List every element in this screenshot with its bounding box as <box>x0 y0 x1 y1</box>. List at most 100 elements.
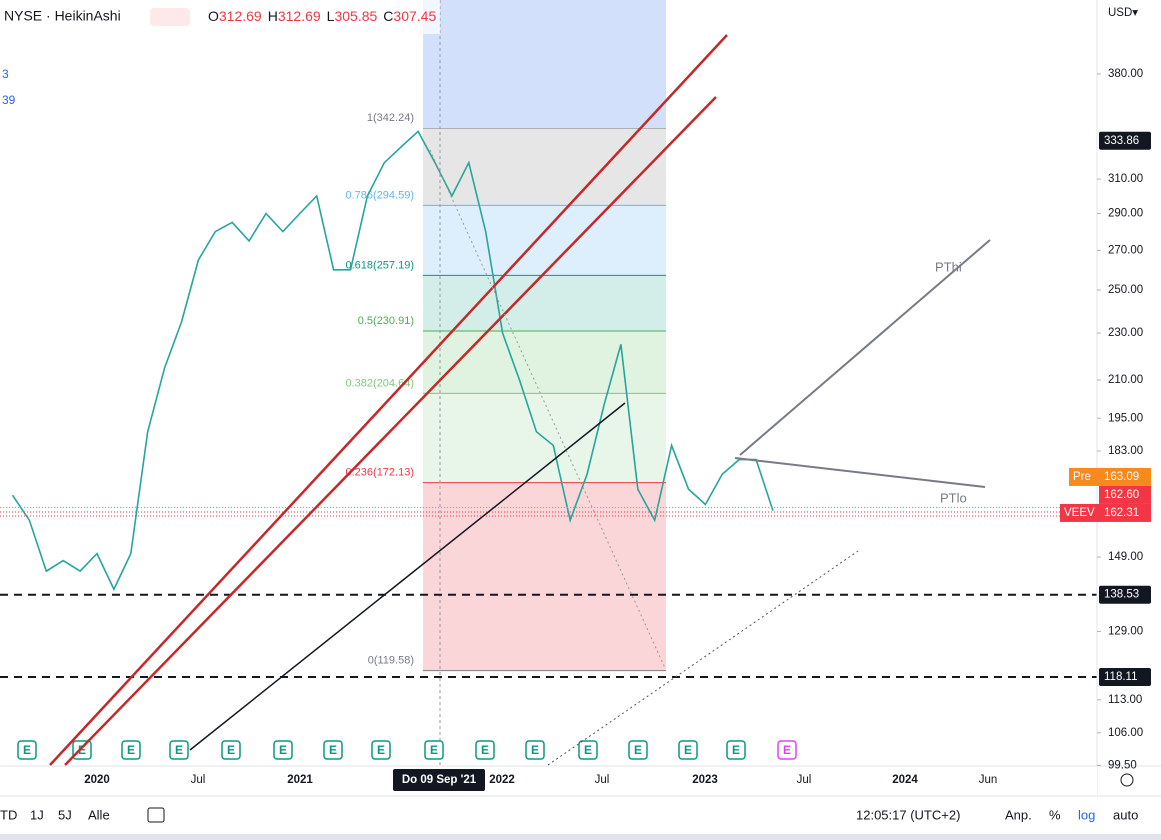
ohlc-label: C <box>383 8 393 24</box>
earnings-label: E <box>783 743 791 757</box>
earnings-marker[interactable] <box>475 740 495 760</box>
ptlo-line <box>734 457 986 488</box>
ohlc: O312.69 H312.69 L305.85 C307.45 <box>208 8 436 24</box>
price-tag <box>1099 131 1151 150</box>
earnings-marker[interactable] <box>525 740 545 760</box>
ohlc-label: L <box>327 8 335 24</box>
range-button[interactable]: Alle <box>88 807 110 822</box>
price-tag <box>1099 485 1151 504</box>
earnings-marker[interactable] <box>578 740 598 760</box>
earnings-marker[interactable] <box>628 740 648 760</box>
earnings-label: E <box>377 743 385 757</box>
fib-bands <box>423 127 666 672</box>
bottom-strip <box>0 834 1161 840</box>
axis-option[interactable]: Anp. <box>1005 807 1032 822</box>
price-tick-label: 270.00 <box>1108 244 1143 256</box>
earnings-label: E <box>175 743 183 757</box>
axis-option[interactable]: % <box>1049 807 1061 822</box>
earnings-marker[interactable] <box>121 740 141 760</box>
fib-band <box>423 331 666 394</box>
time-label: Jun <box>979 774 998 786</box>
time-label: 2021 <box>287 774 313 786</box>
name-tag-label: VEEV <box>1064 507 1095 519</box>
earnings-label: E <box>227 743 235 757</box>
earnings-marker[interactable] <box>371 740 391 760</box>
price-tag-label: 162.31 <box>1104 507 1139 519</box>
earnings-marker[interactable] <box>323 740 343 760</box>
calendar-icon[interactable] <box>147 807 165 823</box>
status-badge[interactable] <box>150 8 190 26</box>
toolbar: TD 1J 5J Alle 12:05:17 (UTC+2) Anp.% log auto <box>0 807 1138 822</box>
price-tick-label: 99.50 <box>1108 759 1137 771</box>
range-button[interactable]: 1J <box>30 807 44 822</box>
time-axis[interactable] <box>0 766 1097 795</box>
ohlc-value: 307.45 <box>393 8 436 24</box>
legend-fragment: 39 <box>2 93 16 107</box>
trend-line <box>49 34 728 766</box>
ohlc-value: 312.69 <box>219 8 262 24</box>
price-tick-label: 230.00 <box>1108 327 1143 339</box>
clock: 12:05:17 (UTC+2) <box>856 807 960 822</box>
earnings-marker[interactable] <box>273 740 293 760</box>
earnings-label: E <box>279 743 287 757</box>
symbol: NYSE · HeikinAshi <box>4 8 121 24</box>
ptlo-label: PTlo <box>940 490 967 505</box>
time-label: Jul <box>595 774 610 786</box>
earnings-label: E <box>634 743 642 757</box>
earnings-marker[interactable] <box>17 740 37 760</box>
price-tag-label: 163.09 <box>1104 471 1139 483</box>
fib-band <box>423 482 666 671</box>
earnings-marker[interactable] <box>169 740 189 760</box>
price-tag <box>1099 585 1151 604</box>
earnings-marker[interactable] <box>72 740 92 760</box>
price-tick-label: 106.00 <box>1108 727 1143 739</box>
earnings-marker[interactable] <box>678 740 698 760</box>
price-tag-label: 333.86 <box>1104 135 1139 147</box>
earnings-marker[interactable] <box>777 740 797 760</box>
range-button[interactable]: 5J <box>58 807 72 822</box>
time-label: 2020 <box>84 774 110 786</box>
earnings-marker[interactable] <box>221 740 241 760</box>
earnings-marker[interactable] <box>726 740 746 760</box>
price-tag-label: 138.53 <box>1104 589 1139 601</box>
currency[interactable]: USD▾ <box>1108 7 1138 19</box>
axis-option[interactable]: auto <box>1113 807 1138 822</box>
plot: 1(342.24) 0.786(294.59) 0.618(257.19) 0.5(2… <box>0 112 1097 760</box>
fib-label: 0.618(257.19) <box>346 259 415 271</box>
pthi-line <box>739 239 991 456</box>
name-tag <box>1060 503 1099 522</box>
fib-label: 1(342.24) <box>367 112 414 124</box>
earnings-marker[interactable] <box>424 740 444 760</box>
earnings-label: E <box>531 743 539 757</box>
fib-label: 0.786(294.59) <box>346 189 415 201</box>
fib-label: 0.5(230.91) <box>358 315 414 327</box>
axis-labels: 380.00 310.00 290.00 270.00 250.00 230.00 210.… <box>84 68 1151 791</box>
price-tick-label: 129.00 <box>1108 625 1143 637</box>
axis-option[interactable]: log <box>1078 807 1095 822</box>
price-tick-label: 113.00 <box>1108 694 1142 706</box>
legend-fragment: 3 <box>2 67 9 81</box>
earnings-label: E <box>127 743 135 757</box>
price-tick-label: 210.00 <box>1108 374 1143 386</box>
trend-line <box>189 402 626 751</box>
settings-icon[interactable] <box>1120 773 1134 787</box>
price-tag-label: 118.11 <box>1104 671 1137 683</box>
ohlc-label: H <box>268 8 278 24</box>
range-button[interactable]: TD <box>0 807 17 822</box>
fib-band <box>423 275 666 332</box>
header-bg <box>0 0 440 34</box>
pthi-label: PThi <box>935 259 962 274</box>
ohlc-value: 312.69 <box>278 8 321 24</box>
earnings-label: E <box>430 743 438 757</box>
price-tick-label: 380.00 <box>1108 68 1143 80</box>
earnings-label: E <box>481 743 489 757</box>
earnings-label: E <box>732 743 740 757</box>
fib-band <box>423 128 666 206</box>
price-tick-label: 310.00 <box>1108 173 1143 185</box>
name-tag-label: Pre <box>1073 471 1091 483</box>
earnings-label: E <box>684 743 692 757</box>
price-line <box>11 130 774 592</box>
